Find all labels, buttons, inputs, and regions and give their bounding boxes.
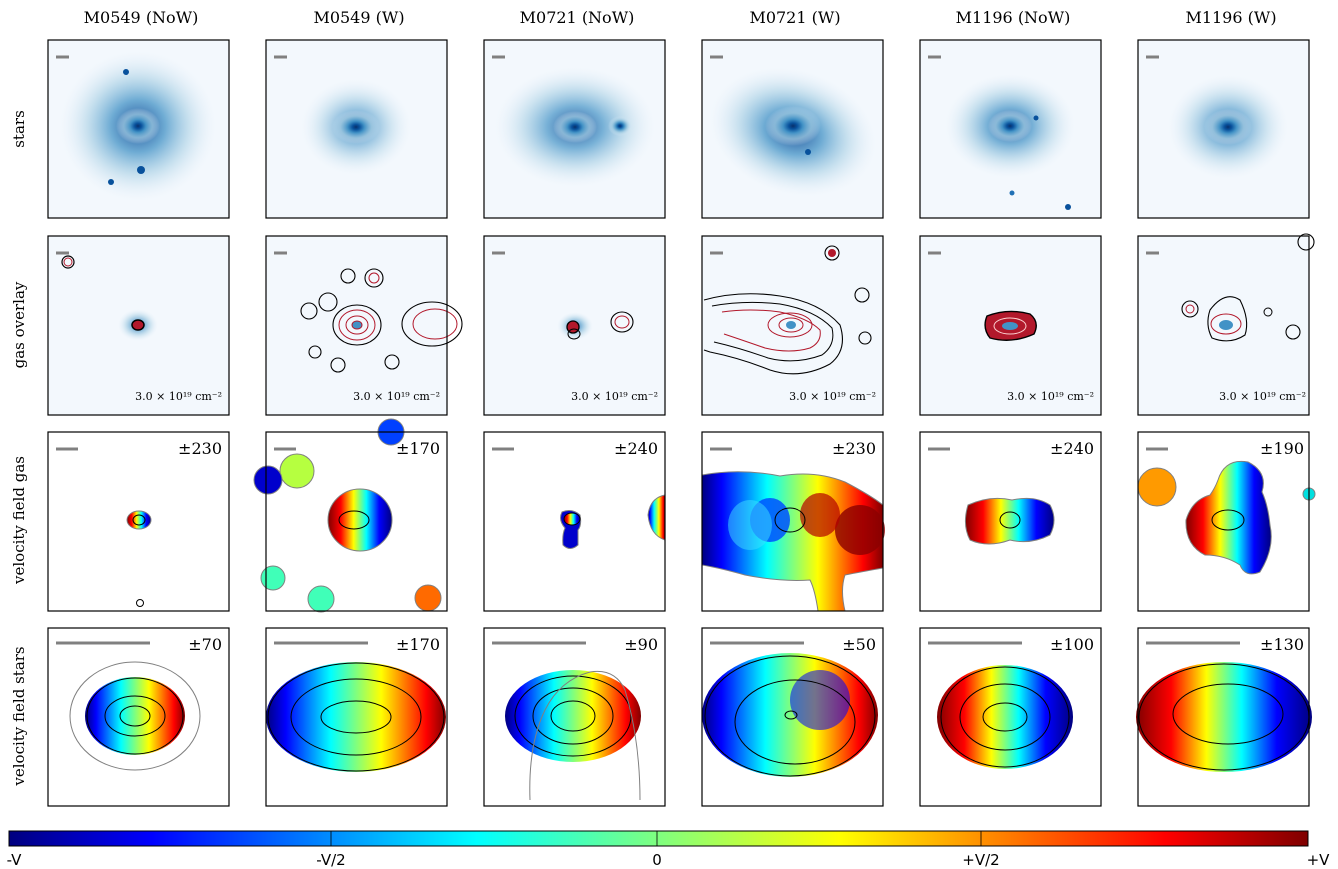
column-titles: M0549 (NoW) M0549 (W) M0721 (NoW) M0721 …: [84, 8, 1277, 27]
stars-panel: [265, 39, 448, 219]
gas-overlay-note: 3.0 × 10¹⁹ cm⁻²: [1007, 390, 1094, 403]
velocity-label: ±170: [396, 439, 440, 458]
velocity-label: ±230: [832, 439, 876, 458]
column-title: M0549 (W): [313, 8, 404, 27]
velocity-gas-row: ±230 ±170 ±240: [47, 418, 1316, 613]
gas-overlay-note: 3.0 × 10¹⁹ cm⁻²: [789, 390, 876, 403]
colorbar: -V -V/2 0 +V/2 +V: [7, 830, 1331, 869]
velocity-label: ±70: [188, 635, 222, 654]
stars-panel: [919, 39, 1102, 219]
velocity-stars-panel: ±130: [1136, 627, 1312, 807]
velocity-gas-panel: ±170: [253, 418, 448, 613]
row-label: stars: [10, 110, 28, 148]
row-labels: stars gas overlay velocity field gas vel…: [10, 110, 28, 786]
gas-overlay-note: 3.0 × 10¹⁹ cm⁻²: [1219, 390, 1306, 403]
velocity-label: ±240: [614, 439, 658, 458]
velocity-gas-panel: ±230: [701, 431, 885, 612]
stars-panel: [701, 39, 884, 219]
gas-overlay-panel: 3.0 × 10¹⁹ cm⁻²: [47, 235, 230, 416]
velocity-label: ±170: [396, 635, 440, 654]
velocity-label: ±50: [842, 635, 876, 654]
colorbar-tick: +V/2: [962, 851, 999, 869]
velocity-gas-panel: ±240: [483, 431, 666, 612]
colorbar-tick: -V/2: [316, 851, 345, 869]
column-title: M1196 (NoW): [956, 8, 1071, 27]
column-title: M0721 (W): [749, 8, 840, 27]
colorbar-tick: 0: [652, 851, 662, 869]
colorbar-gradient: [8, 830, 1309, 847]
colorbar-tick: -V: [7, 851, 23, 869]
gas-overlay-panel: 3.0 × 10¹⁹ cm⁻²: [265, 235, 463, 416]
velocity-label: ±190: [1260, 439, 1304, 458]
velocity-stars-panel: ±70: [47, 627, 230, 807]
stars-panel: [1137, 39, 1310, 219]
gas-overlay-note: 3.0 × 10¹⁹ cm⁻²: [135, 390, 222, 403]
column-title: M1196 (W): [1185, 8, 1276, 27]
velocity-label: ±230: [178, 439, 222, 458]
row-label: velocity field gas: [10, 456, 28, 585]
velocity-gas-panel: ±240: [919, 431, 1102, 612]
velocity-label: ±90: [624, 635, 658, 654]
velocity-stars-panel: ±100: [919, 627, 1102, 807]
velocity-stars-row: ±70 ±170 ±90: [47, 627, 1312, 807]
row-label: gas overlay: [10, 281, 28, 368]
stars-panel: [47, 39, 230, 219]
gas-overlay-panel: 3.0 × 10¹⁹ cm⁻²: [1137, 233, 1315, 416]
gas-overlay-note: 3.0 × 10¹⁹ cm⁻²: [353, 390, 440, 403]
stars-row: [47, 39, 1310, 219]
velocity-gas-panel: ±190: [1137, 431, 1316, 612]
column-title: M0549 (NoW): [84, 8, 199, 27]
stars-panel: [483, 39, 666, 219]
gas-overlay-row: 3.0 × 10¹⁹ cm⁻² 3.0 × 10¹⁹ cm⁻²: [47, 233, 1315, 416]
velocity-label: ±130: [1260, 635, 1304, 654]
gas-overlay-note: 3.0 × 10¹⁹ cm⁻²: [571, 390, 658, 403]
velocity-stars-panel: ±170: [265, 627, 448, 807]
row-label: velocity field stars: [10, 646, 28, 786]
velocity-gas-panel: ±230: [47, 431, 230, 612]
colorbar-tick: +V: [1307, 851, 1331, 869]
velocity-stars-panel: ±90: [483, 627, 666, 807]
column-title: M0721 (NoW): [520, 8, 635, 27]
velocity-label: ±240: [1050, 439, 1094, 458]
gas-overlay-panel: 3.0 × 10¹⁹ cm⁻²: [483, 235, 666, 416]
gas-overlay-panel: 3.0 × 10¹⁹ cm⁻²: [701, 235, 884, 416]
gas-overlay-panel: 3.0 × 10¹⁹ cm⁻²: [919, 235, 1102, 416]
velocity-stars-panel: ±50: [701, 627, 884, 807]
velocity-label: ±100: [1050, 635, 1094, 654]
